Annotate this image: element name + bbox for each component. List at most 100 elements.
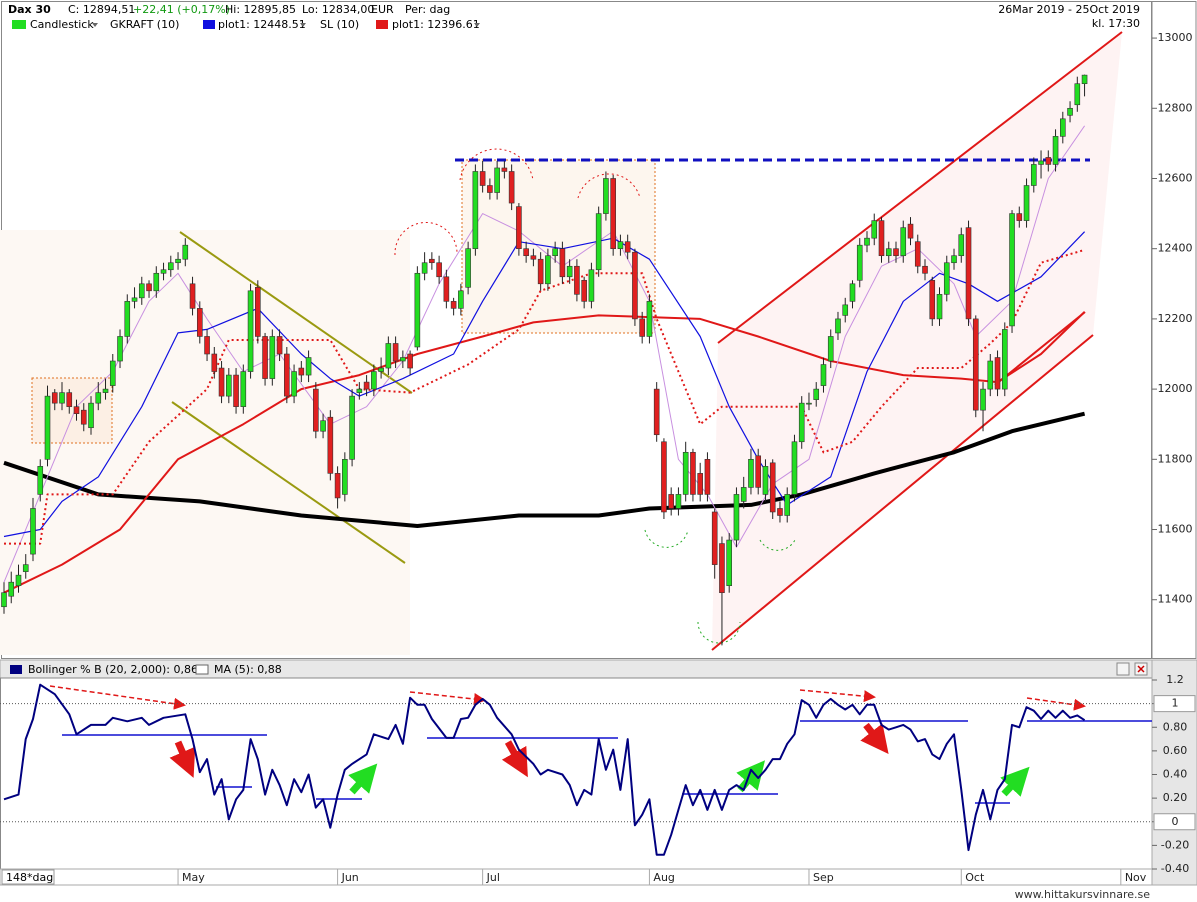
trend-line [994, 311, 1086, 386]
candle-body [1001, 329, 1008, 390]
candle-body [1052, 136, 1059, 165]
candle-body [1030, 164, 1037, 186]
y-tick-label: 13000 [1158, 31, 1193, 44]
signal-arrow [169, 740, 196, 778]
candle-body [80, 409, 87, 425]
candle-body [675, 494, 682, 509]
candle-body [59, 392, 65, 404]
candle-body [595, 213, 602, 271]
y-tick-label: 12400 [1158, 242, 1193, 255]
candle-body [182, 244, 189, 260]
candle-body [51, 392, 58, 404]
candle-body [719, 543, 725, 594]
candle-body [682, 451, 689, 495]
candle-body [138, 283, 145, 299]
trend-line [171, 401, 406, 564]
candle-body [704, 459, 711, 495]
panel [0, 683, 1152, 856]
candle-body [813, 388, 820, 400]
candle-body [88, 402, 94, 429]
dropdown[interactable] [300, 23, 306, 27]
candle-body [400, 357, 406, 362]
candle-body [450, 301, 457, 309]
candle-body [109, 360, 116, 386]
candle-body [690, 451, 696, 495]
candle-body [1016, 213, 1023, 221]
candle-body [494, 167, 500, 193]
candle-body [581, 279, 587, 302]
candle-body [566, 265, 573, 278]
divergence-arrow [49, 685, 186, 710]
series-line [3, 231, 1086, 538]
candle-body [864, 237, 870, 246]
settings-button[interactable] [1116, 662, 1130, 676]
tick-box [1153, 695, 1196, 713]
candle-body [95, 392, 102, 404]
candle-body [291, 371, 297, 397]
candle-body [842, 304, 849, 316]
candle-body [827, 336, 834, 362]
legend-label[interactable]: plot1: 12448.51 [218, 18, 306, 31]
candle-body [885, 248, 892, 257]
candle-body [160, 269, 167, 274]
candle-body [893, 248, 899, 257]
candle-body [856, 244, 863, 281]
candle-body [1074, 83, 1081, 106]
candle-body [610, 178, 616, 249]
dropdown[interactable] [92, 23, 98, 27]
candle-body [987, 360, 994, 390]
price-axis [1151, 1, 1197, 659]
candle-body [102, 388, 109, 393]
legend-swatch [195, 664, 209, 675]
candle-body [653, 388, 660, 436]
candle-body [791, 441, 798, 495]
candle-body [951, 255, 957, 264]
candle-body [784, 494, 791, 516]
candle-body [37, 466, 44, 495]
divergence-arrow [1026, 697, 1086, 711]
legend-swatch [10, 665, 22, 674]
candle-body [407, 353, 413, 369]
candle-body [414, 272, 421, 348]
x-tick-label: May [182, 871, 205, 884]
candle-body [392, 343, 399, 362]
candle-body [124, 301, 131, 337]
candle-body [1023, 185, 1030, 221]
indicator-label[interactable]: GKRAFT (10) [110, 18, 179, 31]
close-icon [1137, 665, 1145, 673]
trend-line [717, 31, 1123, 344]
candle-body [936, 294, 943, 320]
box [31, 377, 113, 444]
candle-body [226, 374, 232, 397]
candle-body [349, 395, 355, 460]
series-line [3, 411, 1086, 528]
y-tick-label: -0.20 [1161, 838, 1189, 851]
y-tick-label: 11600 [1158, 523, 1193, 536]
candle-body [929, 279, 936, 320]
candle-body [530, 255, 537, 260]
candle-body [871, 220, 878, 239]
candle-body [363, 381, 370, 390]
signal-arrow [1000, 766, 1030, 797]
candle-body [22, 564, 29, 572]
candle-body [755, 455, 762, 488]
candle-body [798, 402, 805, 443]
legend-label[interactable]: Candlestick [30, 18, 94, 31]
legend-label[interactable]: plot1: 12396.61 [392, 18, 480, 31]
candle-body [8, 581, 15, 597]
y-tick-label: 0.60 [1163, 744, 1188, 757]
dropdown[interactable] [474, 23, 480, 27]
candle-body [429, 258, 435, 264]
tick-box [1153, 813, 1196, 831]
y-tick-label: 0 [1172, 815, 1179, 828]
candle-body [269, 336, 276, 379]
candle-body [994, 357, 1001, 390]
candle-body [189, 283, 196, 309]
candle-body [385, 343, 392, 369]
indicator-label[interactable]: SL (10) [320, 18, 359, 31]
change: +22,41 (+0,17%) [133, 3, 230, 16]
candle-body [603, 178, 609, 214]
candle-body [1038, 160, 1044, 165]
indicator-frame [0, 677, 1153, 870]
x-tick-label: Sep [813, 871, 834, 884]
